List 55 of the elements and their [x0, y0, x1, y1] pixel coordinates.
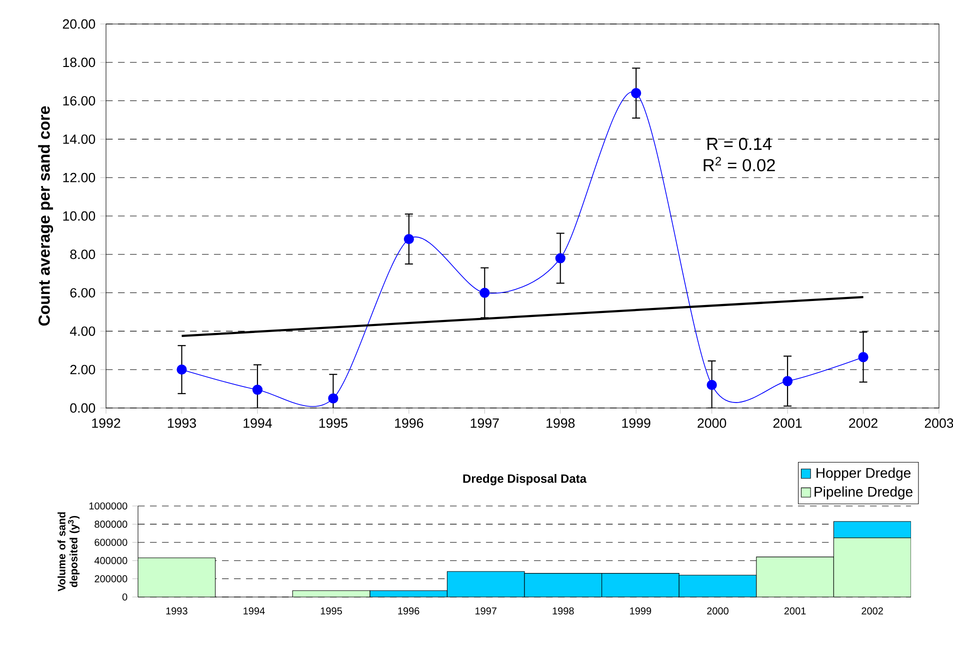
x-tick-label: 1993 — [166, 607, 188, 614]
y-tick-label: 800000 — [94, 520, 128, 528]
y-tick-label: 6.00 — [70, 288, 96, 298]
x-tick-label: 1994 — [244, 418, 272, 428]
legend-label: Hopper Dredge — [816, 468, 910, 481]
y-tick-label: 8.00 — [70, 250, 96, 260]
point — [176, 364, 187, 375]
y-tick-label: 200000 — [94, 575, 128, 582]
x-tick-label: 1995 — [319, 418, 348, 428]
x-tick-label: 2000 — [698, 418, 726, 428]
x-tick-label: 2002 — [849, 418, 878, 428]
chart-title: Dredge Disposal Data — [463, 474, 587, 486]
x-tick-label: 1998 — [546, 418, 575, 428]
x-tick-label: 1997 — [470, 418, 499, 428]
point — [858, 352, 868, 362]
y-tick-label: 0.00 — [70, 403, 96, 413]
y-tick-label: 400000 — [94, 557, 128, 564]
x-tick-label: 2002 — [862, 607, 883, 614]
annotation: R = 0.14 — [707, 138, 772, 150]
x-tick-label: 1993 — [168, 418, 196, 428]
x-tick-label: 1999 — [622, 418, 650, 428]
x-tick-label: 1997 — [475, 607, 496, 614]
x-tick-label: 1999 — [630, 607, 652, 614]
point — [328, 393, 338, 404]
y-tick-label: 1000000 — [89, 502, 128, 510]
y-tick-label: 10.00 — [63, 211, 96, 221]
x-tick-label: 2001 — [784, 607, 806, 614]
y-tick-label: 20.00 — [62, 19, 96, 29]
y-tick-label: 12.00 — [63, 172, 96, 182]
point — [480, 288, 490, 298]
point — [782, 376, 793, 386]
point — [404, 234, 414, 244]
y-tick-label: 14.00 — [63, 134, 96, 144]
point — [706, 380, 717, 390]
x-tick-label: 1992 — [92, 418, 120, 428]
x-tick-label: 2003 — [924, 418, 953, 428]
legend-label: Pipeline Dredge — [814, 486, 912, 500]
x-tick-label: 2001 — [773, 418, 802, 428]
y-tick-label: 4.00 — [70, 326, 96, 336]
x-tick-label: 1995 — [320, 607, 342, 614]
annotation: R$^{2}$ = 0.02 — [704, 156, 775, 172]
x-tick-label: 1996 — [398, 607, 420, 614]
x-tick-label: 1996 — [395, 418, 424, 428]
y-tick-label: 600000 — [94, 538, 128, 546]
y-axis-title: Count average per sand core — [38, 106, 54, 326]
x-tick-label: 2000 — [707, 607, 728, 614]
point — [631, 88, 642, 98]
point — [252, 384, 263, 395]
y-tick-label: 2.00 — [70, 364, 96, 374]
point — [555, 253, 566, 264]
x-tick-label: 1998 — [552, 607, 574, 614]
x-tick-label: 1994 — [244, 607, 265, 614]
y-tick-label: 18.00 — [63, 58, 96, 68]
y-tick-label: 16.00 — [63, 96, 96, 106]
y-tick-label: 0 — [122, 593, 128, 601]
